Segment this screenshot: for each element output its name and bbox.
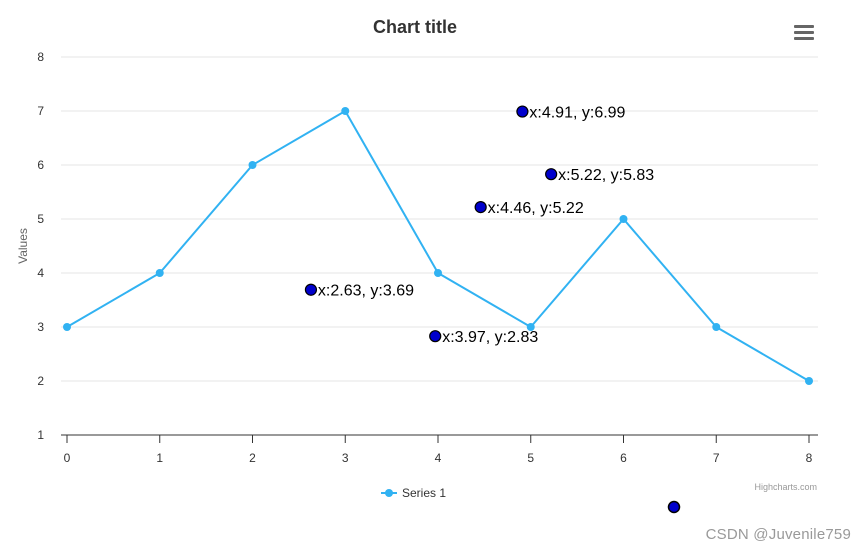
legend[interactable]: Series 1 bbox=[381, 486, 446, 500]
annotation-label: x:4.91, y:6.99 bbox=[529, 105, 625, 122]
annotation-point bbox=[545, 168, 558, 181]
x-tick-label: 8 bbox=[806, 451, 813, 465]
x-tick-label: 0 bbox=[64, 451, 71, 465]
watermark: CSDN @Juvenile759 bbox=[705, 526, 851, 543]
x-tick-label: 3 bbox=[342, 451, 349, 465]
hamburger-menu-icon[interactable] bbox=[790, 22, 818, 46]
menu-bar bbox=[794, 25, 814, 28]
stray-point-marker bbox=[667, 500, 681, 514]
y-tick-label: 4 bbox=[37, 266, 44, 280]
annotation-label: x:5.22, y:5.83 bbox=[558, 167, 654, 184]
annotation-point bbox=[304, 283, 318, 296]
legend-item-series-1[interactable]: Series 1 bbox=[402, 486, 446, 500]
x-tick-label: 1 bbox=[156, 451, 163, 465]
x-tick-label: 6 bbox=[620, 451, 627, 465]
menu-bar bbox=[794, 31, 814, 34]
data-point bbox=[805, 377, 813, 385]
annotation-label: x:2.63, y:3.69 bbox=[318, 283, 414, 300]
axes: 1 2 3 4 5 6 7 8 0 1 2 3 4 5 6 7 8 bbox=[37, 50, 818, 465]
annotation-point bbox=[429, 330, 442, 343]
y-tick-label: 3 bbox=[37, 320, 44, 334]
series-layer bbox=[63, 107, 813, 385]
x-tick-label: 2 bbox=[249, 451, 256, 465]
data-point bbox=[63, 323, 71, 331]
x-tick-label: 7 bbox=[713, 451, 720, 465]
data-point bbox=[248, 161, 257, 169]
annotation-label: x:3.97, y:2.83 bbox=[442, 329, 538, 346]
y-tick-label: 7 bbox=[37, 104, 44, 118]
y-tick-label: 1 bbox=[37, 428, 44, 442]
y-tick-label: 5 bbox=[37, 212, 44, 226]
menu-bar bbox=[794, 37, 814, 40]
annotation-point bbox=[474, 201, 487, 214]
chart-title: Chart title bbox=[373, 17, 457, 37]
data-point bbox=[434, 269, 442, 277]
data-point bbox=[341, 107, 350, 115]
y-tick-label: 8 bbox=[37, 50, 44, 64]
credits-link[interactable]: Highcharts.com bbox=[754, 482, 817, 492]
data-point bbox=[712, 323, 721, 331]
y-tick-label: 2 bbox=[37, 374, 44, 388]
data-point bbox=[526, 323, 535, 331]
annotations: x:4.91, y:6.99 x:5.22, y:5.83 x:4.46, y:5.… bbox=[304, 105, 654, 346]
y-axis-title: Values bbox=[16, 228, 30, 264]
data-point bbox=[155, 269, 164, 277]
y-tick-label: 6 bbox=[37, 158, 44, 172]
annotation-point bbox=[516, 105, 529, 118]
x-tick-label: 5 bbox=[527, 451, 534, 465]
data-point bbox=[619, 215, 628, 223]
annotation-label: x:4.46, y:5.22 bbox=[488, 200, 584, 217]
x-tick-label: 4 bbox=[435, 451, 442, 465]
legend-symbol-marker[interactable] bbox=[385, 489, 393, 497]
